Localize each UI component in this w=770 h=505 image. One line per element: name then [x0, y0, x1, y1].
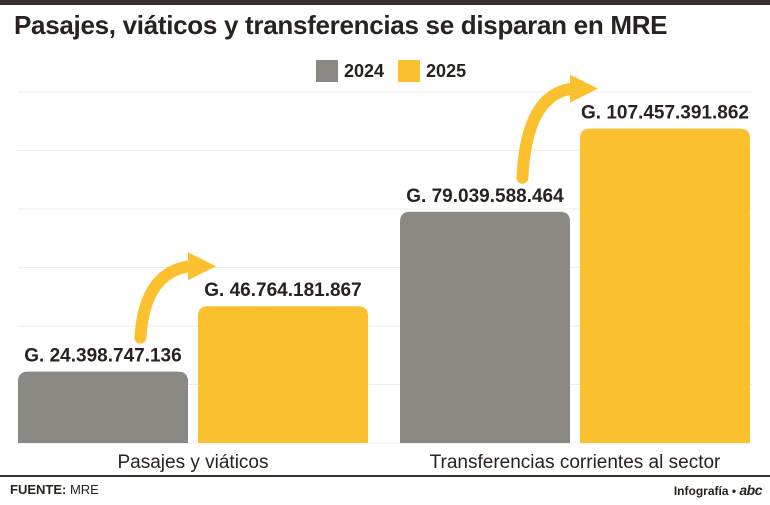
chart-title: Pasajes, viáticos y transferencias se di… [14, 10, 668, 40]
growth-arrowhead-1 [570, 74, 598, 103]
legend-item-2025: 2025 [398, 60, 466, 82]
source-label: FUENTE: [10, 482, 67, 497]
source-note: FUENTE: MRE [10, 482, 99, 497]
credit-text: Infografía • [673, 484, 737, 498]
value-label-2025-1: G. 107.457.391.862 [581, 103, 749, 124]
value-labels: G. 24.398.747.136 G. 46.764.181.867 G. 79.… [24, 103, 749, 367]
legend-item-2024: 2024 [316, 60, 384, 82]
bar-2025-0 [198, 306, 368, 443]
legend: 2024 2025 [316, 60, 466, 82]
value-label-2025-0: G. 46.764.181.867 [204, 280, 361, 301]
credit: Infografía • abc [673, 482, 763, 498]
growth-arrows [134, 74, 598, 344]
growth-arrow-1 [516, 82, 578, 184]
top-rule [0, 0, 770, 5]
footer-rule [0, 475, 770, 477]
category-label-1: Transferencias corrientes al sector [430, 452, 721, 473]
value-label-2024-1: G. 79.039.588.464 [406, 186, 564, 207]
category-labels: Pasajes y viáticos Transferencias corrien… [117, 452, 721, 473]
bar-2024-1 [400, 211, 570, 443]
value-label-2024-0: G. 24.398.747.136 [24, 346, 181, 367]
bar-2025-1 [580, 128, 750, 443]
legend-label-2025: 2025 [426, 60, 467, 81]
category-label-0: Pasajes y viáticos [117, 452, 268, 473]
legend-label-2024: 2024 [344, 60, 385, 81]
bar-2024-0 [18, 371, 188, 443]
growth-arrow-0 [134, 260, 196, 344]
legend-swatch-2024 [316, 60, 338, 82]
bar-chart: G. 24.398.747.136 G. 46.764.181.867 G. 79.… [18, 74, 752, 473]
legend-swatch-2025 [398, 60, 421, 82]
bars [18, 128, 750, 443]
growth-arrowhead-0 [188, 252, 216, 281]
source-value: MRE [69, 482, 99, 497]
abc-logo: abc [739, 482, 762, 498]
